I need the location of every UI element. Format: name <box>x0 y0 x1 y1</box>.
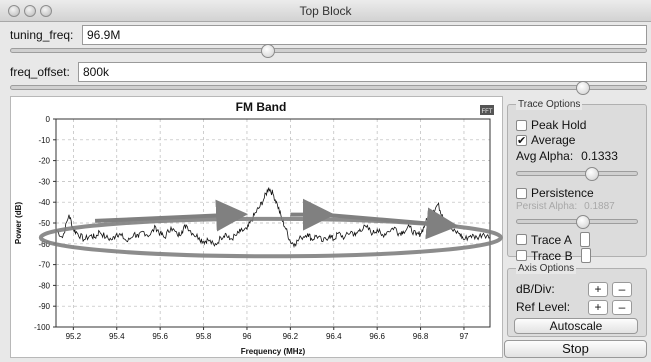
persist-alpha-row: Persist Alpha: 0.1887 <box>516 201 615 212</box>
freq-offset-label: freq_offset: <box>10 65 70 79</box>
peak-hold-row[interactable]: Peak Hold <box>516 118 586 132</box>
y-tick-label: -40 <box>38 198 50 207</box>
y-tick-label: -50 <box>38 219 50 228</box>
trace-a-row[interactable]: Trace A <box>516 232 590 247</box>
peak-hold-checkbox[interactable] <box>516 119 527 131</box>
y-axis-label: Power (dB) <box>14 202 23 245</box>
tuning-freq-label: tuning_freq: <box>10 28 74 42</box>
x-tick-label: 95.6 <box>152 332 168 341</box>
y-tick-label: -30 <box>38 177 50 186</box>
tuning-freq-input[interactable]: 96.9M <box>82 25 647 45</box>
x-tick-label: 95.8 <box>196 332 212 341</box>
y-tick-label: -60 <box>38 240 50 249</box>
persistence-label: Persistence <box>531 186 594 200</box>
y-tick-label: -100 <box>34 323 51 332</box>
y-tick-label: 0 <box>46 115 51 124</box>
x-tick-label: 96.4 <box>326 332 342 341</box>
avg-alpha-label: Avg Alpha: <box>516 149 574 163</box>
tuning-freq-slider-knob[interactable] <box>260 44 275 58</box>
x-tick-label: 95.2 <box>66 332 82 341</box>
trace-a-label: Trace A <box>531 232 572 247</box>
x-axis-label: Frequency (MHz) <box>241 347 306 356</box>
y-tick-label: -70 <box>38 261 50 270</box>
zoom-window-icon[interactable] <box>40 5 52 17</box>
db-div-increase-button[interactable]: + <box>588 282 608 297</box>
x-tick-label: 96 <box>243 332 252 341</box>
avg-alpha-row: Avg Alpha: 0.1333 <box>516 149 618 163</box>
power-spectrum-trace <box>55 187 491 249</box>
freq-offset-slider[interactable] <box>10 85 647 90</box>
autoscale-button[interactable]: Autoscale <box>514 318 638 334</box>
trace-b-color-button[interactable] <box>580 248 591 263</box>
trace-options-title: Trace Options <box>516 99 583 110</box>
x-tick-label: 95.4 <box>109 332 125 341</box>
average-label: Average <box>531 133 576 147</box>
average-checkbox[interactable]: ✔ <box>516 134 527 147</box>
avg-alpha-slider[interactable] <box>516 171 638 176</box>
trace-a-color-button[interactable] <box>579 232 590 247</box>
tuning-freq-slider[interactable] <box>10 48 647 53</box>
annotation-ellipse <box>38 216 503 259</box>
annotation-arrow <box>94 199 249 232</box>
x-tick-label: 96.2 <box>283 332 299 341</box>
x-tick-label: 96.6 <box>369 332 385 341</box>
persist-alpha-label: Persist Alpha: <box>516 201 578 212</box>
trace-b-row[interactable]: Trace B <box>516 248 591 263</box>
avg-alpha-value: 0.1333 <box>581 149 618 163</box>
fft-plot-panel: FM Band FFT 95.2 95.4 95.6 95.8 96 96.2 96.4 96… <box>10 96 503 358</box>
y-tick-label: -20 <box>38 157 50 166</box>
ref-level-decrease-button[interactable]: – <box>612 300 632 315</box>
axis-options-group: Axis Options dB/Div: + – Ref Level: + – … <box>507 263 647 337</box>
trace-b-checkbox[interactable] <box>516 250 527 261</box>
fft-badge-label: FFT <box>482 109 493 115</box>
plot-area <box>55 118 491 328</box>
db-div-decrease-button[interactable]: – <box>612 282 632 297</box>
window-title: Top Block <box>299 4 352 18</box>
persistence-row[interactable]: Persistence <box>516 186 594 200</box>
stop-button[interactable]: Stop <box>504 340 647 358</box>
options-panel: Trace Options Peak Hold ✔ Average Avg Al… <box>504 96 647 358</box>
ref-level-increase-button[interactable]: + <box>588 300 608 315</box>
annotation-arrow <box>322 207 459 240</box>
x-tick-label: 97 <box>460 332 469 341</box>
trace-options-group: Trace Options Peak Hold ✔ Average Avg Al… <box>507 99 647 263</box>
axis-options-title: Axis Options <box>516 263 577 274</box>
persist-alpha-slider-knob[interactable] <box>576 215 591 229</box>
average-row[interactable]: ✔ Average <box>516 133 575 147</box>
y-tick-label: -10 <box>38 136 50 145</box>
y-tick-label: -90 <box>38 302 50 311</box>
db-div-label: dB/Div: <box>516 282 555 296</box>
freq-offset-input[interactable]: 800k <box>78 62 647 82</box>
fm-band-chart: FM Band FFT 95.2 95.4 95.6 95.8 96 96.2 96.4 96… <box>14 100 503 356</box>
avg-alpha-slider-knob[interactable] <box>584 167 599 181</box>
window-titlebar: Top Block <box>0 0 651 22</box>
y-tick-label: -80 <box>38 281 50 290</box>
ref-level-label: Ref Level: <box>516 300 571 314</box>
minimize-window-icon[interactable] <box>24 5 36 17</box>
close-window-icon[interactable] <box>8 5 20 17</box>
chart-title: FM Band <box>236 100 287 114</box>
trace-b-label: Trace B <box>531 248 573 263</box>
persist-alpha-value: 0.1887 <box>584 201 615 212</box>
peak-hold-label: Peak Hold <box>531 118 587 132</box>
fft-badge[interactable]: FFT <box>480 105 494 115</box>
x-tick-label: 96.8 <box>413 332 429 341</box>
persistence-checkbox[interactable] <box>516 187 527 199</box>
freq-offset-slider-knob[interactable] <box>576 81 591 95</box>
trace-a-checkbox[interactable] <box>516 234 527 245</box>
